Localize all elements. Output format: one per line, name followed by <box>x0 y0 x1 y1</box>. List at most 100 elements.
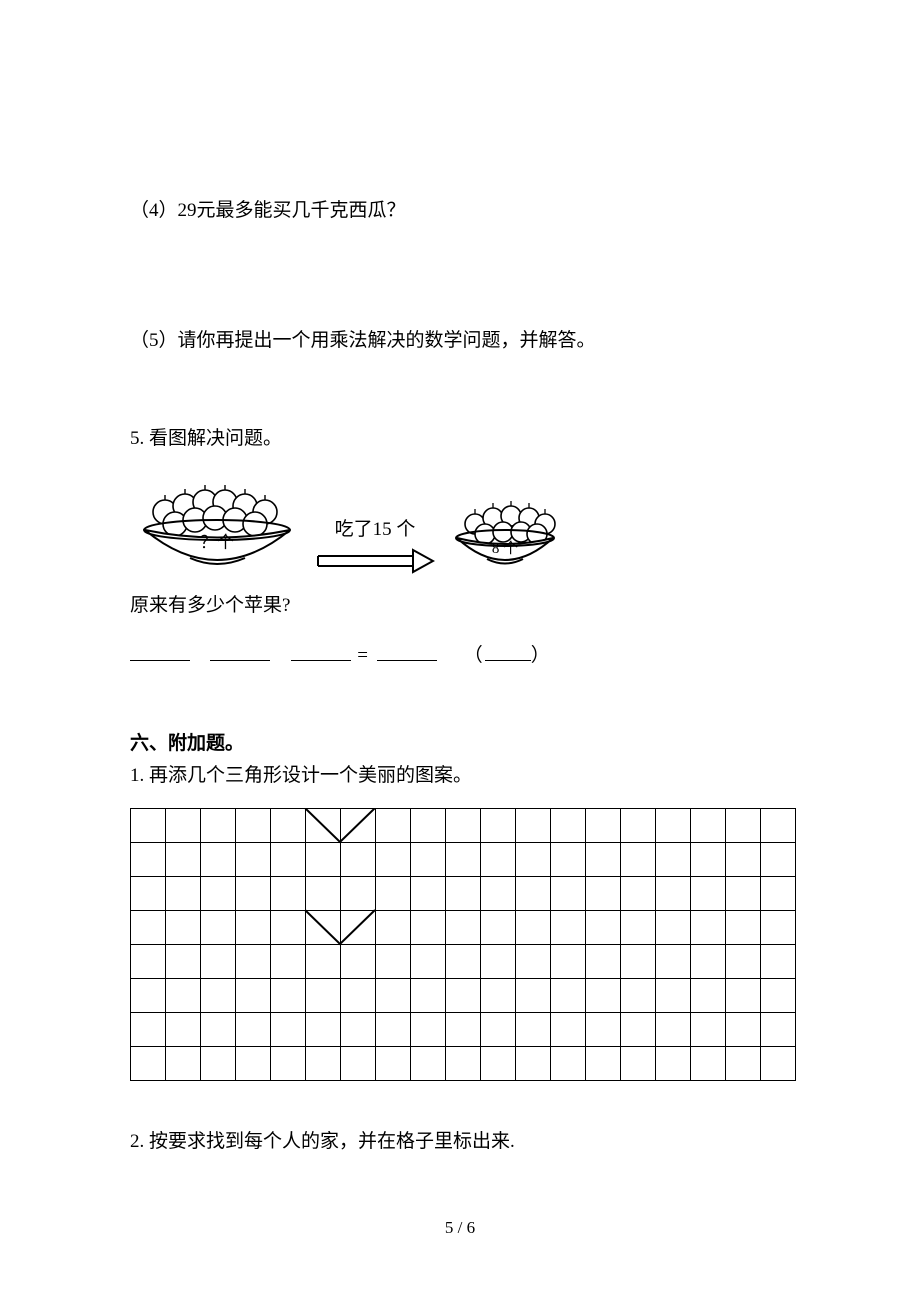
blank-2[interactable] <box>210 642 270 661</box>
grid-cell[interactable] <box>761 843 796 877</box>
grid-cell[interactable] <box>656 979 691 1013</box>
grid-cell[interactable] <box>481 843 516 877</box>
grid-cell[interactable] <box>341 843 376 877</box>
grid-cell[interactable] <box>691 843 726 877</box>
grid-cell[interactable] <box>411 1013 446 1047</box>
grid-cell[interactable] <box>201 945 236 979</box>
grid-cell[interactable] <box>516 911 551 945</box>
grid-cell[interactable] <box>271 843 306 877</box>
grid-cell[interactable] <box>446 911 481 945</box>
grid-cell[interactable] <box>481 911 516 945</box>
grid-cell[interactable] <box>621 1013 656 1047</box>
grid-cell[interactable] <box>656 1013 691 1047</box>
grid-cell[interactable] <box>656 911 691 945</box>
grid-cell[interactable] <box>726 979 761 1013</box>
grid-cell[interactable] <box>726 843 761 877</box>
grid-cell[interactable] <box>201 1013 236 1047</box>
grid-cell[interactable] <box>341 945 376 979</box>
grid-cell[interactable] <box>201 843 236 877</box>
design-grid[interactable] <box>130 808 796 1081</box>
grid-cell[interactable] <box>621 911 656 945</box>
grid-cell[interactable] <box>586 979 621 1013</box>
grid-cell[interactable] <box>166 911 201 945</box>
grid-cell[interactable] <box>306 1013 341 1047</box>
grid-cell[interactable] <box>271 945 306 979</box>
grid-cell[interactable] <box>376 945 411 979</box>
grid-cell[interactable] <box>306 877 341 911</box>
grid-cell[interactable] <box>621 843 656 877</box>
grid-cell[interactable] <box>306 979 341 1013</box>
grid-cell[interactable] <box>306 809 341 843</box>
blank-1[interactable] <box>130 642 190 661</box>
grid-cell[interactable] <box>446 809 481 843</box>
grid-cell[interactable] <box>201 1047 236 1081</box>
grid-cell[interactable] <box>586 945 621 979</box>
grid-cell[interactable] <box>341 809 376 843</box>
grid-cell[interactable] <box>166 979 201 1013</box>
grid-cell[interactable] <box>166 1013 201 1047</box>
grid-cell[interactable] <box>691 979 726 1013</box>
grid-cell[interactable] <box>481 877 516 911</box>
grid-cell[interactable] <box>201 877 236 911</box>
grid-cell[interactable] <box>656 843 691 877</box>
grid-cell[interactable] <box>201 809 236 843</box>
grid-cell[interactable] <box>446 843 481 877</box>
grid-cell[interactable] <box>341 1047 376 1081</box>
grid-cell[interactable] <box>166 843 201 877</box>
grid-cell[interactable] <box>551 1013 586 1047</box>
grid-cell[interactable] <box>586 809 621 843</box>
grid-cell[interactable] <box>726 945 761 979</box>
grid-cell[interactable] <box>131 843 166 877</box>
grid-cell[interactable] <box>411 809 446 843</box>
grid-cell[interactable] <box>691 945 726 979</box>
grid-cell[interactable] <box>691 911 726 945</box>
grid-cell[interactable] <box>481 809 516 843</box>
grid-cell[interactable] <box>551 911 586 945</box>
grid-cell[interactable] <box>236 945 271 979</box>
grid-cell[interactable] <box>446 1013 481 1047</box>
grid-cell[interactable] <box>341 911 376 945</box>
grid-cell[interactable] <box>656 1047 691 1081</box>
grid-cell[interactable] <box>341 979 376 1013</box>
grid-cell[interactable] <box>376 911 411 945</box>
grid-cell[interactable] <box>586 1013 621 1047</box>
grid-cell[interactable] <box>761 877 796 911</box>
grid-cell[interactable] <box>411 1047 446 1081</box>
grid-cell[interactable] <box>236 979 271 1013</box>
grid-cell[interactable] <box>271 1013 306 1047</box>
grid-cell[interactable] <box>271 877 306 911</box>
grid-cell[interactable] <box>621 809 656 843</box>
grid-cell[interactable] <box>761 979 796 1013</box>
grid-cell[interactable] <box>166 877 201 911</box>
grid-cell[interactable] <box>131 945 166 979</box>
grid-cell[interactable] <box>761 1047 796 1081</box>
grid-cell[interactable] <box>306 843 341 877</box>
grid-cell[interactable] <box>726 911 761 945</box>
grid-cell[interactable] <box>586 1047 621 1081</box>
grid-cell[interactable] <box>726 877 761 911</box>
blank-4[interactable] <box>377 642 437 661</box>
grid-cell[interactable] <box>551 979 586 1013</box>
grid-cell[interactable] <box>236 809 271 843</box>
grid-cell[interactable] <box>761 1013 796 1047</box>
grid-cell[interactable] <box>551 809 586 843</box>
grid-cell[interactable] <box>691 809 726 843</box>
blank-3[interactable] <box>291 642 351 661</box>
grid-cell[interactable] <box>726 1013 761 1047</box>
grid-cell[interactable] <box>131 979 166 1013</box>
grid-cell[interactable] <box>516 877 551 911</box>
grid-cell[interactable] <box>271 979 306 1013</box>
grid-cell[interactable] <box>516 1047 551 1081</box>
grid-cell[interactable] <box>761 809 796 843</box>
grid-cell[interactable] <box>761 911 796 945</box>
grid-cell[interactable] <box>201 911 236 945</box>
grid-cell[interactable] <box>516 945 551 979</box>
grid-cell[interactable] <box>586 911 621 945</box>
grid-cell[interactable] <box>166 1047 201 1081</box>
grid-cell[interactable] <box>586 877 621 911</box>
grid-cell[interactable] <box>131 911 166 945</box>
grid-cell[interactable] <box>481 1013 516 1047</box>
grid-cell[interactable] <box>411 843 446 877</box>
grid-cell[interactable] <box>726 809 761 843</box>
grid-cell[interactable] <box>481 945 516 979</box>
